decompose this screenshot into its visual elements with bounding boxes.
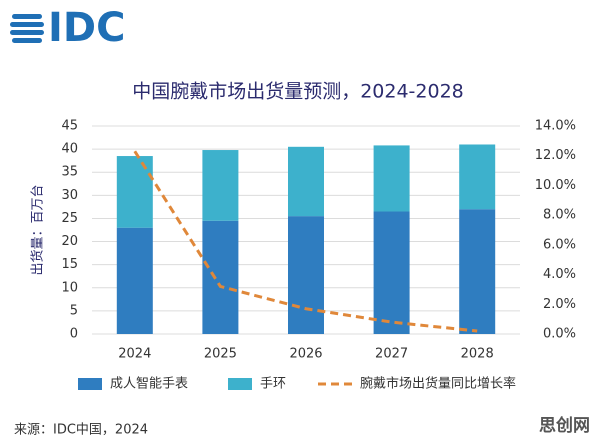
x-tick-label: 2026 bbox=[289, 347, 322, 362]
bar bbox=[288, 216, 324, 334]
y-axis-label: 出货量：百万台 bbox=[30, 184, 46, 275]
bar bbox=[373, 211, 410, 334]
source: 来源：IDC中国，2024 bbox=[14, 423, 148, 438]
x-tick-label: 2024 bbox=[118, 347, 151, 362]
y-tick-label: 35 bbox=[61, 165, 78, 180]
y-tick-label: 45 bbox=[61, 119, 78, 134]
y2-tick-label: 6.0% bbox=[543, 237, 576, 252]
y-tick-label: 0 bbox=[70, 327, 78, 342]
bar bbox=[373, 145, 410, 212]
bar bbox=[202, 150, 239, 221]
y2-tick-label: 8.0% bbox=[543, 208, 576, 223]
y-tick-label: 10 bbox=[61, 280, 78, 295]
y2-tick-label: 12.0% bbox=[535, 148, 576, 163]
y2-tick-label: 10.0% bbox=[535, 178, 576, 193]
legend-swatch bbox=[228, 378, 252, 390]
bar bbox=[459, 209, 496, 334]
y-tick-label: 25 bbox=[61, 211, 78, 226]
chart-title: 中国腕戴市场出货量预测，2024-2028 bbox=[132, 81, 464, 103]
bar bbox=[116, 227, 153, 334]
y2-tick-label: 4.0% bbox=[543, 267, 576, 282]
y-tick-label: 40 bbox=[61, 142, 78, 157]
x-tick-label: 2028 bbox=[461, 347, 494, 362]
watermark: 思创网 bbox=[539, 415, 590, 436]
logo-icon bbox=[10, 14, 44, 43]
bar bbox=[459, 144, 496, 210]
bar bbox=[288, 146, 324, 217]
y-tick-label: 5 bbox=[70, 303, 78, 318]
line bbox=[133, 150, 478, 333]
legend-label: 手环 bbox=[260, 377, 286, 392]
y2-tick-label: 2.0% bbox=[543, 297, 576, 312]
legend-swatch bbox=[78, 378, 102, 390]
y-tick-label: 20 bbox=[61, 234, 78, 249]
y-tick-label: 30 bbox=[61, 188, 78, 203]
y2-tick-label: 14.0% bbox=[535, 119, 576, 134]
legend-label: 成人智能手表 bbox=[110, 377, 188, 392]
y-tick-label: 15 bbox=[61, 257, 78, 272]
x-tick-label: 2025 bbox=[204, 347, 237, 362]
legend-label: 腕戴市场出货量同比增长率 bbox=[360, 376, 516, 392]
bar bbox=[116, 156, 153, 228]
y2-tick-label: 0.0% bbox=[543, 327, 576, 342]
logo: IDC bbox=[48, 5, 125, 51]
x-tick-label: 2027 bbox=[375, 347, 408, 362]
bar bbox=[202, 220, 239, 334]
